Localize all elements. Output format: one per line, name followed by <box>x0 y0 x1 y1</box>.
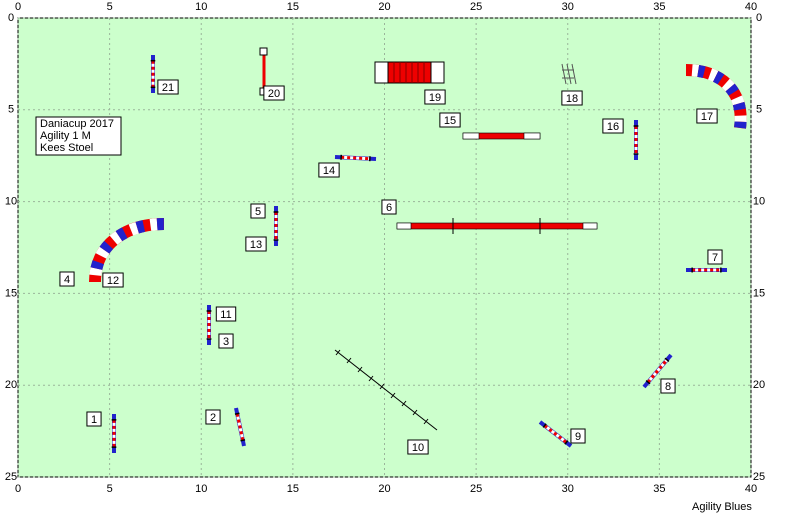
obstacle-number-text: 7 <box>712 252 718 264</box>
obstacle-number: 7 <box>708 250 722 264</box>
tire-post <box>260 48 267 55</box>
obstacle-number: 1 <box>87 412 101 426</box>
obstacle-number: 19 <box>425 90 445 104</box>
obstacle-number: 8 <box>661 379 675 393</box>
x-tick-label: 20 <box>378 483 390 495</box>
obstacle-number-text: 14 <box>323 165 335 177</box>
info-line: Agility 1 M <box>40 130 91 142</box>
x-tick-label: 30 <box>562 1 574 13</box>
obstacle-number: 12 <box>103 273 123 287</box>
x-tick-label: 30 <box>562 483 574 495</box>
obstacle-number-text: 17 <box>701 111 713 123</box>
obstacle-number: 13 <box>246 237 266 251</box>
x-tick-label: 25 <box>470 1 482 13</box>
x-tick-label: 25 <box>470 483 482 495</box>
y-tick-label: 5 <box>8 104 14 116</box>
obstacle-number: 18 <box>562 91 582 105</box>
obstacle-number-text: 6 <box>386 202 392 214</box>
y-tick-label: 5 <box>756 104 762 116</box>
obstacle-number-text: 2 <box>210 412 216 424</box>
obstacle-number: 10 <box>408 440 428 454</box>
obstacle-number-text: 1 <box>91 414 97 426</box>
x-tick-label: 0 <box>15 1 21 13</box>
x-tick-label: 35 <box>653 483 665 495</box>
obstacle-number: 2 <box>206 410 220 424</box>
obstacle-number-text: 16 <box>607 121 619 133</box>
obstacle-number: 5 <box>251 204 265 218</box>
seesaw-end <box>463 133 479 139</box>
y-tick-label: 0 <box>756 12 762 24</box>
obstacle-number: 4 <box>60 272 74 286</box>
dogwalk-end <box>397 223 411 229</box>
jump-post <box>241 440 246 441</box>
obstacle-number: 16 <box>603 119 623 133</box>
obstacle-number: 21 <box>158 80 178 94</box>
obstacle-number: 15 <box>440 113 460 127</box>
obstacle-number-text: 3 <box>223 336 229 348</box>
obstacle-number: 9 <box>571 429 585 443</box>
x-tick-label: 20 <box>378 1 390 13</box>
obstacle-number-text: 5 <box>255 206 261 218</box>
footer: Agility Blues <box>692 501 752 513</box>
dogwalk-end <box>583 223 597 229</box>
x-tick-label: 15 <box>287 483 299 495</box>
obstacle-number-text: 4 <box>64 274 70 286</box>
y-tick-label: 10 <box>753 196 765 208</box>
y-tick-label: 15 <box>5 287 17 299</box>
y-tick-label: 0 <box>8 12 14 24</box>
x-tick-label: 35 <box>653 1 665 13</box>
obstacle-number-text: 12 <box>107 275 119 287</box>
obstacle-number: 11 <box>216 307 235 321</box>
obstacle-number-text: 11 <box>220 309 231 321</box>
y-tick-label: 15 <box>753 287 765 299</box>
info-line: Daniacup 2017 <box>40 118 114 130</box>
y-tick-label: 20 <box>5 379 17 391</box>
obstacle-number: 17 <box>697 109 717 123</box>
x-tick-label: 10 <box>195 1 207 13</box>
x-tick-label: 5 <box>107 1 113 13</box>
obstacle-number-text: 10 <box>412 442 424 454</box>
obstacle-number-text: 9 <box>575 431 581 443</box>
info-box: Daniacup 2017 Agility 1 M Kees Stoel <box>36 117 121 155</box>
obstacle-number-text: 13 <box>250 239 262 251</box>
obstacle-number-text: 15 <box>444 115 456 127</box>
obstacle-number: 14 <box>319 163 339 177</box>
obstacle-number: 6 <box>382 200 396 214</box>
seesaw-end <box>524 133 540 139</box>
y-tick-label: 25 <box>753 471 765 483</box>
obstacle-number-text: 8 <box>665 381 671 393</box>
x-tick-label: 10 <box>195 483 207 495</box>
y-tick-label: 20 <box>753 379 765 391</box>
obstacle-number-text: 19 <box>429 92 441 104</box>
obstacle-number-text: 18 <box>566 93 578 105</box>
dogwalk <box>397 223 597 229</box>
obstacle-number-text: 21 <box>162 82 174 94</box>
jump-post <box>235 413 240 414</box>
x-tick-label: 0 <box>15 483 21 495</box>
x-tick-label: 40 <box>745 483 757 495</box>
obstacle-number: 3 <box>219 334 233 348</box>
info-line: Kees Stoel <box>40 142 93 154</box>
y-tick-label: 25 <box>5 471 17 483</box>
x-tick-label: 5 <box>107 483 113 495</box>
y-tick-label: 10 <box>5 196 17 208</box>
obstacle-number: 20 <box>264 86 284 100</box>
obstacle-number-text: 20 <box>268 88 280 100</box>
x-tick-label: 15 <box>287 1 299 13</box>
